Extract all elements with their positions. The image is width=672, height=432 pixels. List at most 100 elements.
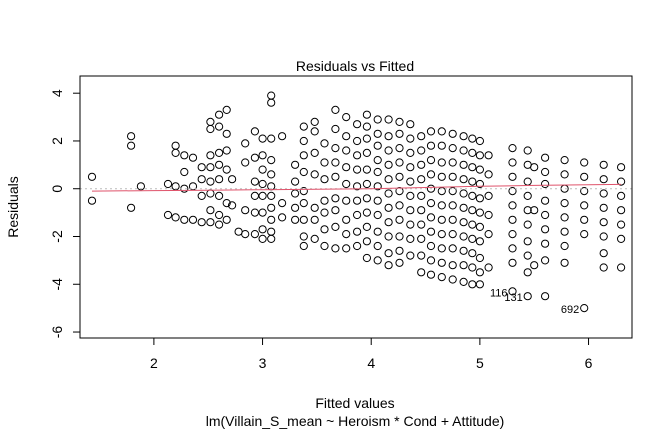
data-point	[437, 215, 446, 224]
data-point	[426, 170, 436, 179]
data-point	[222, 215, 231, 224]
data-point	[180, 151, 189, 160]
data-point	[406, 191, 415, 200]
data-point	[342, 163, 351, 172]
data-point	[342, 132, 351, 141]
data-point	[241, 206, 250, 215]
outlier-label: 692	[561, 304, 579, 316]
data-point	[267, 91, 276, 100]
data-point	[580, 304, 589, 313]
data-point	[395, 144, 404, 153]
data-point	[475, 151, 484, 160]
data-point	[523, 177, 532, 186]
data-point	[258, 208, 267, 217]
y-tick-label: 2	[49, 137, 65, 145]
data-point	[215, 122, 224, 131]
data-point	[267, 156, 276, 165]
data-point	[448, 201, 457, 210]
data-point	[206, 163, 215, 172]
data-point	[342, 146, 351, 155]
data-point	[406, 177, 415, 186]
data-point	[250, 230, 259, 239]
data-point	[560, 184, 569, 193]
data-point	[617, 163, 626, 172]
data-point	[406, 251, 415, 260]
data-point	[353, 165, 362, 174]
data-point	[228, 201, 237, 210]
data-point	[468, 134, 477, 143]
data-point	[299, 215, 308, 224]
data-point	[299, 122, 308, 131]
data-point	[267, 203, 276, 212]
data-point	[541, 239, 550, 248]
data-point	[250, 177, 259, 186]
data-point	[395, 172, 404, 181]
data-point	[448, 244, 457, 253]
data-point	[560, 170, 569, 179]
data-point	[484, 151, 493, 160]
data-point	[299, 241, 308, 251]
data-point	[395, 232, 404, 241]
data-point	[362, 122, 371, 131]
data-point	[384, 249, 393, 258]
data-point	[180, 167, 189, 177]
data-point	[459, 189, 468, 198]
data-point	[171, 141, 180, 150]
data-point	[580, 201, 589, 210]
data-point	[362, 208, 371, 217]
data-point	[353, 210, 362, 220]
data-point	[395, 187, 404, 196]
data-point	[320, 208, 329, 217]
data-point	[508, 287, 517, 296]
data-point	[437, 201, 446, 210]
data-point	[395, 158, 404, 167]
data-point	[320, 175, 329, 184]
data-point	[508, 172, 517, 181]
data-point	[384, 175, 393, 184]
data-point	[468, 148, 477, 157]
data-point	[342, 215, 351, 224]
data-point	[599, 263, 608, 272]
data-point	[475, 194, 484, 203]
data-point	[426, 184, 436, 193]
y-tick-label: 0	[49, 185, 65, 193]
data-point	[468, 263, 477, 272]
data-point	[468, 206, 477, 215]
data-point	[437, 258, 446, 267]
data-point	[395, 129, 404, 138]
data-point	[299, 187, 308, 196]
data-point	[291, 160, 300, 169]
data-point	[426, 127, 436, 136]
data-point	[353, 227, 362, 236]
data-point	[384, 115, 393, 124]
data-point	[320, 139, 329, 148]
data-point	[222, 105, 231, 115]
data-point	[426, 141, 436, 150]
data-point	[475, 136, 484, 146]
data-point	[437, 244, 446, 253]
data-point	[373, 167, 382, 177]
data-point	[448, 129, 457, 138]
data-point	[310, 215, 319, 224]
data-point	[508, 158, 517, 167]
data-point	[342, 196, 351, 205]
data-point	[437, 273, 446, 282]
data-point	[475, 222, 484, 231]
data-point	[617, 220, 626, 229]
data-point	[384, 132, 393, 141]
data-point	[437, 230, 446, 239]
data-point	[530, 163, 539, 172]
data-point	[426, 213, 436, 222]
data-point	[484, 191, 493, 200]
data-point	[258, 151, 267, 160]
data-point	[362, 222, 371, 231]
data-point	[468, 249, 477, 258]
data-point	[384, 146, 393, 155]
data-point	[459, 146, 468, 155]
data-point	[406, 220, 415, 229]
data-point	[241, 139, 250, 148]
data-point	[373, 115, 382, 124]
data-point	[127, 141, 136, 150]
data-point	[395, 246, 404, 255]
